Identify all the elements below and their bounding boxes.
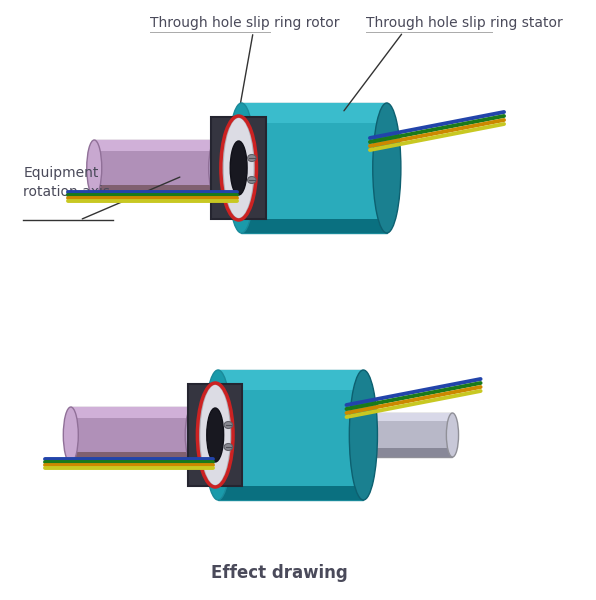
Bar [71, 452, 193, 463]
Ellipse shape [224, 421, 232, 428]
Bar [94, 185, 216, 196]
Ellipse shape [223, 117, 254, 219]
Bar [71, 407, 193, 418]
Ellipse shape [247, 176, 256, 184]
Ellipse shape [87, 140, 102, 196]
Bar [94, 140, 216, 196]
Bar [71, 407, 193, 463]
Bar [218, 370, 364, 390]
Ellipse shape [209, 140, 224, 196]
Ellipse shape [446, 413, 458, 457]
Bar [218, 370, 364, 500]
Ellipse shape [247, 154, 256, 161]
Bar [218, 486, 364, 500]
Ellipse shape [230, 141, 247, 195]
Bar [364, 413, 452, 457]
Ellipse shape [228, 103, 256, 233]
Bar [241, 219, 387, 233]
Ellipse shape [185, 407, 200, 463]
Ellipse shape [349, 370, 377, 500]
Ellipse shape [63, 407, 78, 463]
Bar [364, 448, 452, 457]
Ellipse shape [204, 370, 232, 500]
Bar [188, 384, 243, 486]
Ellipse shape [207, 408, 224, 462]
Text: Effect drawing: Effect drawing [211, 564, 348, 582]
Ellipse shape [372, 103, 401, 233]
Bar [94, 140, 216, 151]
Bar [241, 103, 387, 233]
Text: Equipment
rotation axis: Equipment rotation axis [23, 166, 110, 199]
Ellipse shape [199, 384, 231, 486]
Text: Through hole slip ring stator: Through hole slip ring stator [366, 16, 563, 30]
Text: Through hole slip ring rotor: Through hole slip ring rotor [150, 16, 340, 30]
Bar [241, 103, 387, 123]
Ellipse shape [224, 443, 232, 451]
Bar [364, 413, 452, 421]
Bar [212, 117, 266, 219]
